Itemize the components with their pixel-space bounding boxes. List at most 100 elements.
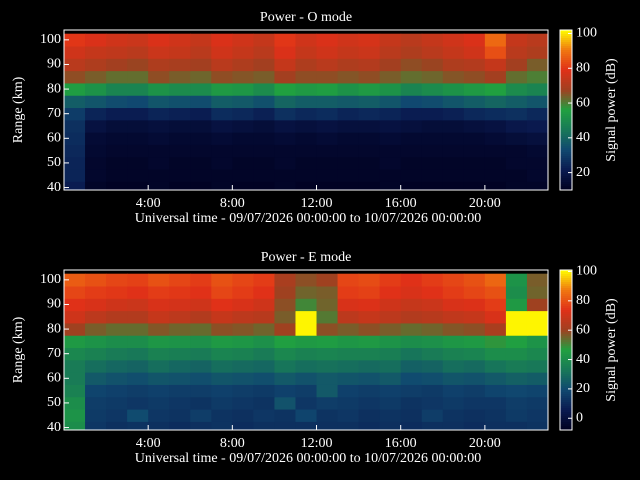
heatmap-cell [127,384,149,398]
heatmap-cell [442,384,465,398]
heatmap-cell [442,409,465,422]
heatmap-cell [526,156,548,170]
colorbar-step [560,96,572,99]
colorbar-tick-label: 80 [576,293,590,308]
colorbar-step [560,118,572,121]
colorbar-frame [559,29,573,191]
heatmap-cell [169,169,191,182]
colorbar-step [560,310,572,313]
colorbar-step [560,400,572,403]
heatmap-cell [64,384,86,398]
heatmap-cell [85,119,107,133]
heatmap-cell [85,144,107,158]
heatmap-cell [421,298,444,312]
heatmap-cell [358,82,381,96]
colorbar-step [560,68,572,71]
heatmap-cell [190,421,212,430]
chart-title: Power - E mode [261,250,352,265]
heatmap-cell [484,359,507,373]
heatmap-cell [232,396,254,410]
heatmap-cell [106,119,128,133]
heatmap-cell [85,409,107,422]
heatmap-cell [85,156,107,170]
heatmap-cell [442,169,465,182]
heatmap-cell [127,132,149,145]
colorbar-step [560,166,572,169]
heatmap-cell [379,359,402,373]
heatmap-cell [442,421,465,430]
colorbar-step [560,58,572,61]
colorbar-step [560,86,572,89]
heatmap-cell [358,33,381,47]
y-tick-label: 70 [47,346,61,361]
heatmap-cell [358,322,381,336]
heatmap-cell [400,58,423,72]
heatmap-cell [274,286,296,299]
heatmap-cell [295,409,318,422]
heatmap-cell [148,310,170,324]
heatmap-cell [64,273,86,287]
heatmap-cell [358,347,381,361]
heatmap-cell [106,273,128,287]
x-tick-label: 12:00 [301,436,333,451]
heatmap-cell [148,384,170,398]
x-tick-label: 16:00 [385,196,417,211]
heatmap-cell [400,107,423,121]
heatmap-cell [190,156,212,170]
colorbar-step [560,308,572,311]
heatmap-cell [442,335,465,349]
heatmap-cell [190,107,212,121]
heatmap-cell [274,46,296,59]
heatmap-cell [64,409,86,422]
heatmap-cell [148,119,170,133]
heatmap-cell [379,58,402,72]
heatmap-cell [127,107,149,121]
y-tick-label: 40 [47,180,61,195]
heatmap-cell [190,396,212,410]
heatmap-cell [232,58,254,72]
heatmap-cell [211,169,233,182]
heatmap-cell [379,82,402,96]
heatmap-cell [211,273,233,287]
heatmap-cell [316,372,339,385]
heatmap-cell [463,310,486,324]
colorbar-tick-label: 40 [576,130,590,145]
colorbar-step [560,294,572,297]
heatmap-cell [64,70,86,84]
heatmap-cell [190,119,212,133]
heatmap-cell [316,169,339,182]
colorbar-label: Signal power (dB) [604,58,619,162]
heatmap-cell [211,335,233,349]
heatmap-cell [190,33,212,47]
heatmap-cell [337,119,360,133]
heatmap-cell [253,70,275,84]
heatmap-cell [106,298,128,312]
colorbar-tick-label: 100 [576,264,597,279]
colorbar-step [560,186,572,189]
heatmap-cell [295,156,318,170]
heatmap-cell [148,132,170,145]
heatmap-cell [442,107,465,121]
colorbar-step [560,62,572,65]
heatmap-cell [463,156,486,170]
heatmap-cell [421,421,444,430]
colorbar-step [560,274,572,277]
heatmap-cell [106,347,128,361]
heatmap-cell [253,156,275,170]
heatmap-cell [442,46,465,59]
heatmap-cell [85,181,107,190]
colorbar-step [560,126,572,129]
heatmap-cell [253,384,275,398]
heatmap-cell [85,33,107,47]
heatmap-cell [295,82,318,96]
heatmap-cell [148,107,170,121]
heatmap-cell [253,46,275,59]
heatmap-cell [148,298,170,312]
heatmap-cell [190,132,212,145]
heatmap-cell [232,144,254,158]
colorbar-step [560,158,572,161]
colorbar-step [560,66,572,69]
colorbar-step [560,358,572,361]
heatmap-cell [295,384,318,398]
colorbar-step [560,132,572,135]
